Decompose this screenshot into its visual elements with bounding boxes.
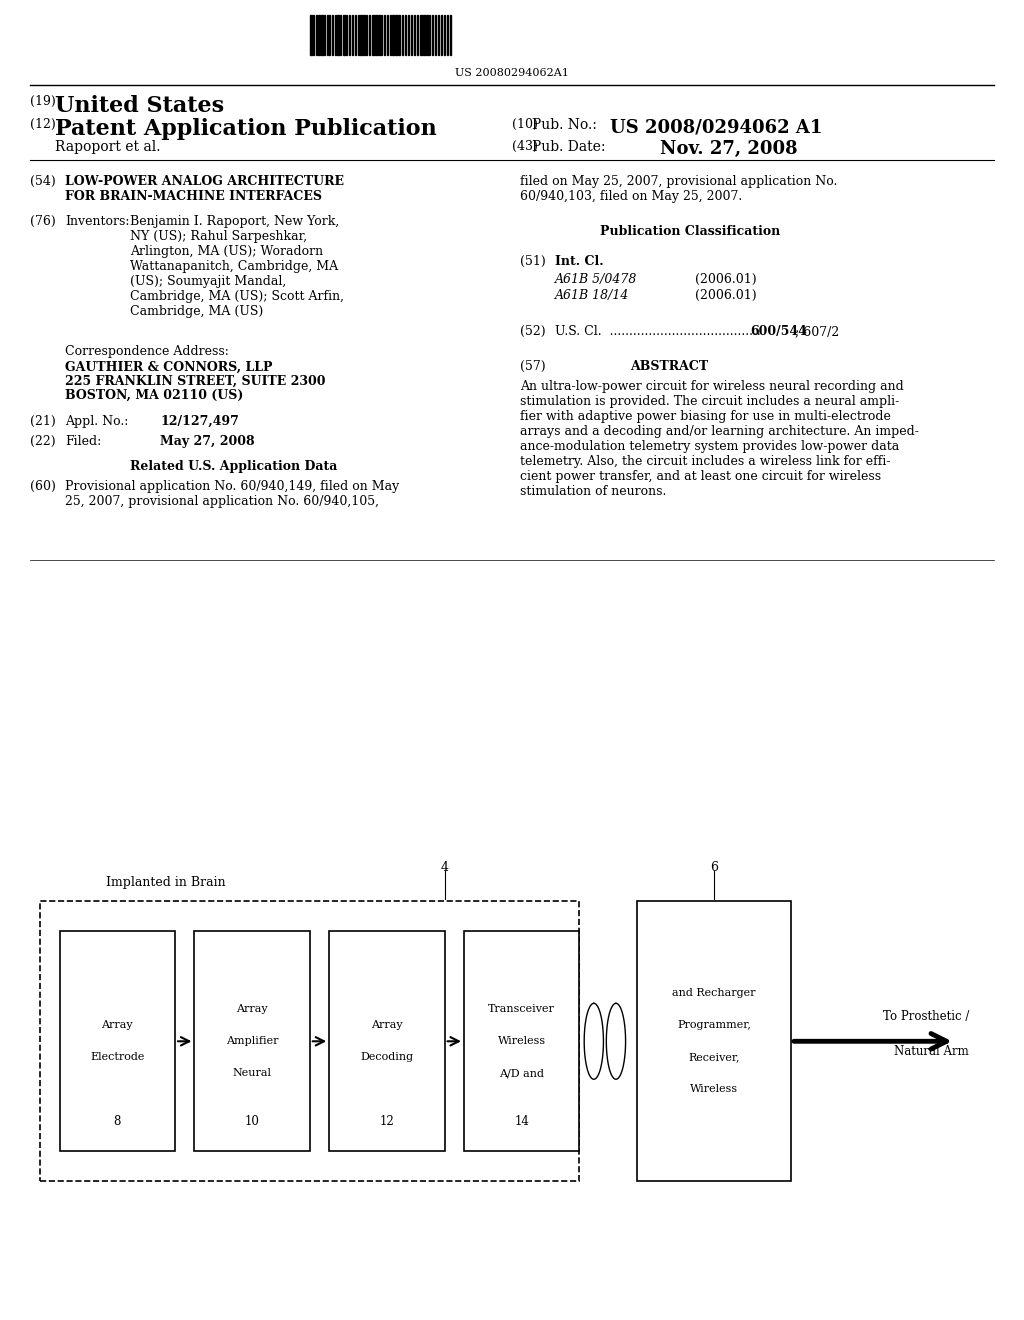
Text: Programmer,: Programmer, [677,1020,751,1031]
Text: (57): (57) [520,360,546,374]
Text: (43): (43) [512,140,538,153]
Text: Related U.S. Application Data: Related U.S. Application Data [130,459,337,473]
Text: BOSTON, MA 02110 (US): BOSTON, MA 02110 (US) [65,389,244,403]
Text: A61B 18/14: A61B 18/14 [555,289,630,302]
Text: (10): (10) [512,117,538,131]
Text: Transceiver: Transceiver [488,1005,555,1014]
Text: U.S. Cl.  .......................................: U.S. Cl. ...............................… [555,325,761,338]
Text: Filed:: Filed: [65,436,101,447]
Text: Array: Array [237,1005,268,1014]
Text: Benjamin I. Rapoport, New York,
NY (US); Rahul Sarpeshkar,
Arlington, MA (US); W: Benjamin I. Rapoport, New York, NY (US);… [130,215,344,318]
Text: Decoding: Decoding [360,1052,414,1063]
Text: 600/544: 600/544 [750,325,807,338]
Text: ; 607/2: ; 607/2 [795,325,840,338]
Text: 14: 14 [514,1115,529,1127]
Text: Appl. No.:: Appl. No.: [65,414,128,428]
Text: Array: Array [371,1020,402,1031]
Text: Nov. 27, 2008: Nov. 27, 2008 [660,140,798,158]
Bar [372,15,374,55]
Bar [360,15,362,55]
Bar [637,902,792,1181]
Text: US 2008/0294062 A1: US 2008/0294062 A1 [610,117,822,136]
Text: Amplifier: Amplifier [226,1036,279,1047]
Bar [195,932,310,1151]
Text: May 27, 2008: May 27, 2008 [160,436,255,447]
Text: US 20080294062A1: US 20080294062A1 [455,69,569,78]
Text: (2006.01): (2006.01) [695,289,757,302]
Bar [378,15,380,55]
Text: and Recharger: and Recharger [673,989,756,998]
Bar [423,15,425,55]
Bar [362,15,365,55]
Bar [343,15,345,55]
Text: Int. Cl.: Int. Cl. [555,255,603,268]
Text: (51): (51) [520,255,546,268]
Bar [40,902,580,1181]
Bar [398,15,400,55]
Text: filed on May 25, 2007, provisional application No.
60/940,103, filed on May 25, : filed on May 25, 2007, provisional appli… [520,176,838,203]
Bar [321,15,323,55]
Text: Rapoport et al.: Rapoport et al. [55,140,161,154]
Bar [375,15,377,55]
Text: 8: 8 [114,1115,121,1127]
Bar [395,15,397,55]
Bar [329,932,444,1151]
Text: A/D and: A/D and [499,1068,544,1078]
Text: United States: United States [55,95,224,117]
Text: Natural Arm: Natural Arm [895,1045,969,1057]
Text: 225 FRANKLIN STREET, SUITE 2300: 225 FRANKLIN STREET, SUITE 2300 [65,375,326,388]
Text: (22): (22) [30,436,55,447]
Text: (52): (52) [520,325,546,338]
Text: (60): (60) [30,480,56,492]
Bar [59,932,175,1151]
Bar [464,932,580,1151]
Text: 12: 12 [380,1115,394,1127]
Text: Array: Array [101,1020,133,1031]
Text: Wireless: Wireless [498,1036,546,1047]
Text: LOW-POWER ANALOG ARCHITECTURE
FOR BRAIN-MACHINE INTERFACES: LOW-POWER ANALOG ARCHITECTURE FOR BRAIN-… [65,176,344,203]
Text: Electrode: Electrode [90,1052,144,1063]
Bar [337,15,339,55]
Text: (2006.01): (2006.01) [695,273,757,286]
Bar [420,15,422,55]
Text: (12): (12) [30,117,55,131]
Bar [426,15,428,55]
Text: (21): (21) [30,414,55,428]
Text: 6: 6 [710,862,718,874]
Text: Receiver,: Receiver, [688,1052,740,1063]
Text: 12/127,497: 12/127,497 [160,414,239,428]
Text: ABSTRACT: ABSTRACT [630,360,709,374]
Text: 10: 10 [245,1115,259,1127]
Text: 4: 4 [440,862,449,874]
Text: (19): (19) [30,95,55,108]
Text: Correspondence Address:: Correspondence Address: [65,345,229,358]
Text: An ultra-low-power circuit for wireless neural recording and
stimulation is prov: An ultra-low-power circuit for wireless … [520,380,919,498]
Text: Implanted in Brain: Implanted in Brain [105,876,225,890]
Text: Inventors:: Inventors: [65,215,129,228]
Text: Pub. No.:: Pub. No.: [532,117,597,132]
Text: Wireless: Wireless [690,1084,738,1094]
Bar [392,15,394,55]
Text: (76): (76) [30,215,55,228]
Text: To Prosthetic /: To Prosthetic / [883,1010,969,1023]
Text: GAUTHIER & CONNORS, LLP: GAUTHIER & CONNORS, LLP [65,360,272,374]
Text: Pub. Date:: Pub. Date: [532,140,605,154]
Text: (54): (54) [30,176,55,187]
Text: Publication Classification: Publication Classification [600,224,780,238]
Text: Patent Application Publication: Patent Application Publication [55,117,437,140]
Text: A61B 5/0478: A61B 5/0478 [555,273,637,286]
Bar [310,15,312,55]
Text: Provisional application No. 60/940,149, filed on May
25, 2007, provisional appli: Provisional application No. 60/940,149, … [65,480,399,508]
Text: Neural: Neural [232,1068,271,1078]
Bar [318,15,319,55]
